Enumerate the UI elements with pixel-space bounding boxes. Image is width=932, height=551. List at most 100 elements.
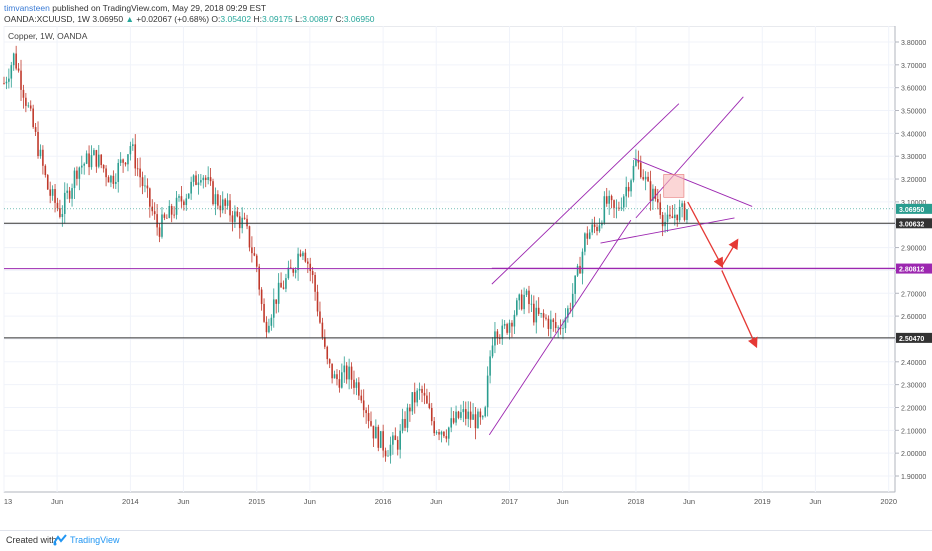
candle-body bbox=[491, 345, 494, 357]
candle-body bbox=[321, 322, 324, 338]
low-value: 3.00897 bbox=[302, 14, 333, 24]
candle-body bbox=[117, 162, 120, 182]
candle-body bbox=[423, 392, 426, 396]
candle-body bbox=[107, 177, 110, 183]
candle-body bbox=[413, 392, 416, 403]
candle-body bbox=[42, 149, 44, 166]
candle-body bbox=[66, 190, 68, 193]
candle-body bbox=[341, 372, 343, 388]
candle-body bbox=[136, 168, 139, 170]
close-value: 3.06950 bbox=[343, 14, 375, 24]
tradingview-logo-icon bbox=[52, 533, 68, 549]
candle-body bbox=[445, 436, 448, 439]
candle-body bbox=[236, 211, 239, 217]
candle-body bbox=[362, 400, 365, 411]
candle-body bbox=[197, 182, 200, 185]
y-tick-label: 3.70000 bbox=[901, 63, 926, 70]
candle-body bbox=[630, 180, 632, 192]
candle-body bbox=[319, 311, 321, 323]
tradingview-brand[interactable]: TradingView bbox=[70, 535, 120, 545]
candle-body bbox=[37, 131, 39, 157]
candle-body bbox=[49, 189, 51, 196]
candle-body bbox=[151, 206, 154, 212]
candle-body bbox=[477, 411, 479, 429]
candle-body bbox=[39, 149, 42, 157]
candle-body bbox=[644, 176, 647, 180]
candle-body bbox=[190, 181, 192, 194]
candle-body bbox=[102, 164, 105, 169]
candle-body bbox=[219, 205, 222, 211]
candle-body bbox=[647, 176, 649, 182]
candle-body bbox=[272, 299, 275, 318]
plot-area bbox=[3, 26, 896, 493]
candle-body bbox=[20, 70, 22, 90]
candle-body bbox=[71, 188, 73, 199]
y-tick-label: 2.40000 bbox=[901, 360, 926, 367]
level-label: 2.80812 bbox=[899, 267, 924, 274]
price-chart[interactable]: 1.90000 2.00000 2.10000 2.20000 2.30000 2.400… bbox=[0, 26, 932, 530]
candle-body bbox=[392, 435, 394, 445]
level-badge bbox=[896, 263, 932, 274]
candle-body bbox=[202, 177, 205, 181]
candle-body bbox=[355, 382, 358, 388]
candle-body bbox=[469, 411, 472, 420]
candle-body bbox=[686, 209, 688, 220]
candle-body bbox=[78, 167, 81, 179]
x-tick-label: 2015 bbox=[248, 497, 265, 506]
candle-body bbox=[343, 365, 346, 373]
candle-body bbox=[467, 411, 470, 419]
candle-body bbox=[433, 421, 435, 434]
candle-body bbox=[153, 211, 156, 215]
y-tick-label: 1.90000 bbox=[901, 474, 926, 481]
candle-body bbox=[370, 421, 372, 426]
y-tick-label: 2.90000 bbox=[901, 246, 926, 253]
chart-area[interactable]: 1.90000 2.00000 2.10000 2.20000 2.30000 2.400… bbox=[0, 26, 932, 530]
candle-body bbox=[613, 200, 615, 208]
candle-body bbox=[537, 307, 540, 314]
candle-body bbox=[547, 318, 550, 329]
candle-body bbox=[535, 307, 538, 323]
candle-body bbox=[56, 202, 59, 209]
candle-body bbox=[156, 214, 158, 228]
high-label: H: bbox=[253, 14, 263, 24]
candle-body bbox=[253, 253, 256, 256]
candle-body bbox=[367, 413, 370, 422]
level-badge bbox=[896, 332, 932, 343]
candle-body bbox=[229, 200, 231, 216]
candle-body bbox=[676, 214, 679, 221]
x-tick-label: Jun bbox=[304, 497, 316, 506]
x-tick-label: Jun bbox=[683, 497, 695, 506]
triangle-line bbox=[633, 158, 753, 207]
candle-body bbox=[627, 186, 630, 192]
candle-body bbox=[166, 217, 168, 219]
candle-body bbox=[674, 214, 676, 219]
symbol-label: OANDA:XCUUSD, 1W bbox=[4, 14, 90, 24]
candle-body bbox=[90, 155, 93, 168]
candle-body bbox=[22, 89, 25, 98]
x-tick-label: 2014 bbox=[122, 497, 139, 506]
candle-body bbox=[294, 270, 297, 273]
candle-body bbox=[285, 278, 287, 289]
candle-body bbox=[173, 214, 175, 216]
publish-info: published on TradingView.com, May 29, 20… bbox=[52, 3, 267, 13]
author-link[interactable]: timvansteen bbox=[4, 3, 50, 13]
candle-body bbox=[486, 375, 489, 408]
candle-body bbox=[525, 290, 528, 295]
candle-body bbox=[275, 299, 278, 304]
candle-body bbox=[180, 196, 183, 202]
candle-body bbox=[124, 162, 127, 165]
last-price: 3.06950 bbox=[92, 14, 124, 24]
candle-body bbox=[601, 222, 603, 226]
candle-body bbox=[34, 127, 37, 132]
candle-body bbox=[311, 271, 314, 275]
candle-body bbox=[185, 198, 188, 206]
candle-body bbox=[10, 65, 13, 79]
y-tick-label: 2.20000 bbox=[901, 405, 926, 412]
y-tick-label: 3.80000 bbox=[901, 40, 926, 47]
candle-body bbox=[141, 177, 144, 187]
candle-body bbox=[654, 188, 657, 200]
candle-body bbox=[516, 300, 518, 315]
candle-body bbox=[438, 432, 440, 435]
candle-body bbox=[457, 411, 460, 418]
candle-body bbox=[625, 186, 627, 197]
